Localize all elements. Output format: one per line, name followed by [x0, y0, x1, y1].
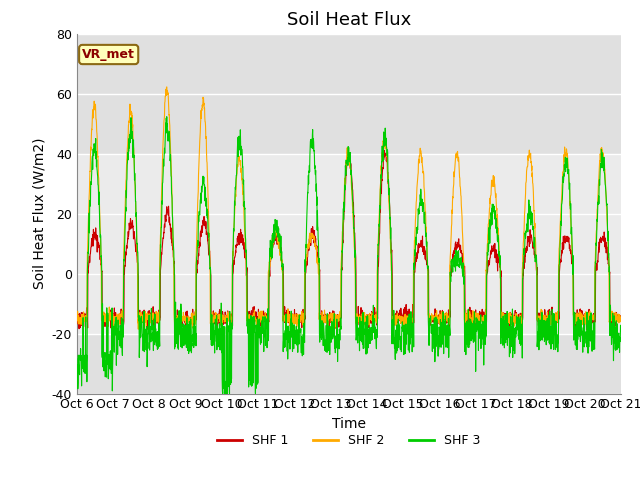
- Legend: SHF 1, SHF 2, SHF 3: SHF 1, SHF 2, SHF 3: [212, 429, 486, 452]
- X-axis label: Time: Time: [332, 417, 366, 431]
- Y-axis label: Soil Heat Flux (W/m2): Soil Heat Flux (W/m2): [32, 138, 46, 289]
- Text: VR_met: VR_met: [82, 48, 135, 61]
- Bar: [77, 154, 621, 334]
- Title: Soil Heat Flux: Soil Heat Flux: [287, 11, 411, 29]
